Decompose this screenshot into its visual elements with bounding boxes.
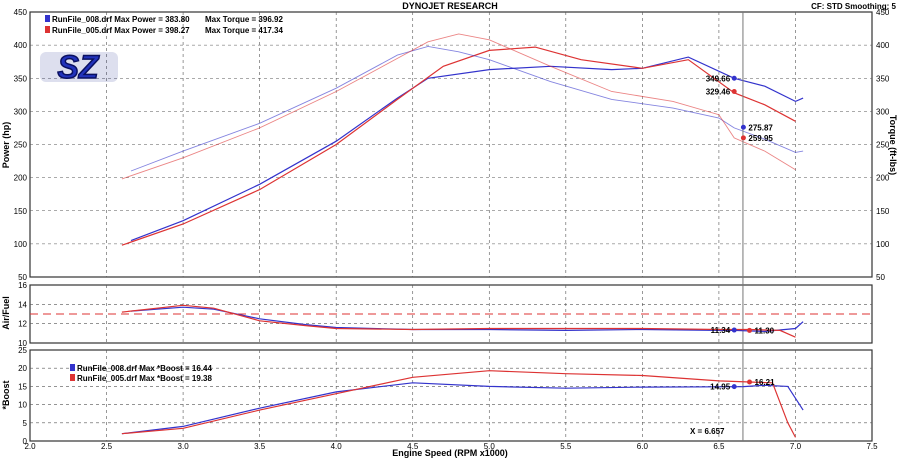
boost-legend-run008: RunFile_008.drf Max *Boost = 16.44 xyxy=(77,364,212,373)
power-marker-dot xyxy=(731,89,737,94)
power-ytick-label: 250 xyxy=(14,141,28,150)
series-line-runfile-005-drf-airfuel xyxy=(121,304,796,338)
boost-ytick-label: 20 xyxy=(18,364,27,373)
top-legend: RunFile_008.drf Max Power = 383.80 Max T… xyxy=(45,15,283,35)
power-ytick-label: 350 xyxy=(14,74,28,83)
sz-logo: SZ xyxy=(40,48,118,86)
airfuel-ytick-label: 10 xyxy=(18,339,27,348)
chart-title: DYNOJET RESEARCH xyxy=(402,1,498,11)
boost-axis-label: *Boost xyxy=(1,380,11,409)
power-ytick-label: 100 xyxy=(14,240,28,249)
x-tick-label: 6.5 xyxy=(713,442,725,451)
boost-marker-label: 14.95 xyxy=(710,383,731,392)
x-tick-label: 4.0 xyxy=(331,442,343,451)
boost-legend-swatch-run008 xyxy=(70,364,75,371)
legend-run005-torque: Max Torque = 417.34 xyxy=(205,26,283,35)
boost-legend: RunFile_008.drf Max *Boost = 16.44 RunFi… xyxy=(70,364,212,383)
legend-swatch-run005 xyxy=(45,26,50,33)
power-ytick-label: 150 xyxy=(14,207,28,216)
sz-logo-text: SZ xyxy=(58,49,100,85)
airfuel-marker-label: 11.30 xyxy=(755,326,775,335)
x-tick-label: 5.0 xyxy=(484,442,496,451)
power-y2tick-label: 400 xyxy=(876,41,890,50)
airfuel-marker-dot xyxy=(731,327,737,333)
power-y2tick-label: 450 xyxy=(876,8,890,17)
x-tick-label: 2.5 xyxy=(101,442,113,451)
boost-panel-frame xyxy=(29,349,873,442)
power-marker-dot xyxy=(740,135,746,141)
series-line-runfile-005-drf-torque xyxy=(121,33,796,180)
boost-marker-dot xyxy=(747,379,753,385)
airfuel-marker-dot xyxy=(747,327,753,333)
power-ytick-label: 300 xyxy=(14,107,28,116)
boost-legend-run005: RunFile_005.drf Max *Boost = 19.38 xyxy=(77,374,212,383)
series-line-runfile-005-drf-power xyxy=(121,46,796,246)
x-tick-label: 7.0 xyxy=(790,442,802,451)
power-y2tick-label: 250 xyxy=(876,141,890,150)
airfuel-ytick-label: 16 xyxy=(18,281,27,290)
airfuel-ytick-label: 14 xyxy=(18,300,27,309)
boost-ytick-label: 25 xyxy=(18,346,27,355)
series-line-runfile-008-drf-torque xyxy=(130,45,804,172)
boost-legend-swatch-run005 xyxy=(70,374,75,381)
legend-swatch-run008 xyxy=(45,15,50,22)
x-tick-label: 7.5 xyxy=(866,442,878,451)
airfuel-ytick-label: 12 xyxy=(18,320,27,329)
power-marker-dot xyxy=(740,124,746,130)
power-ytick-label: 400 xyxy=(14,41,28,50)
cf-smoothing-label: CF: STD Smoothing: 5 xyxy=(811,2,896,11)
boost-ytick-label: 5 xyxy=(23,419,28,428)
airfuel-axis-label: Air/Fuel xyxy=(1,296,11,330)
power-y2tick-label: 350 xyxy=(876,74,890,83)
legend-run008-torque: Max Torque = 396.92 xyxy=(205,15,283,24)
legend-run008-power: RunFile_008.drf Max Power = 383.80 xyxy=(52,15,190,24)
x-tick-label: 3.5 xyxy=(254,442,266,451)
boost-ytick-label: 0 xyxy=(23,437,28,446)
power-marker-label: 349.66 xyxy=(706,74,731,83)
power-ytick-label: 50 xyxy=(18,273,27,282)
power-marker-dot xyxy=(731,75,737,81)
boost-ytick-label: 10 xyxy=(18,401,27,410)
series-line-runfile-005-drf-boost xyxy=(121,370,797,438)
torque-axis-label: Torque (ft-lbs) xyxy=(888,115,898,175)
power-y2tick-label: 150 xyxy=(876,207,890,216)
cursor-readout: X = 6.657 xyxy=(690,427,725,436)
power-marker-label: 329.46 xyxy=(706,88,731,97)
boost-marker-dot xyxy=(731,384,737,390)
x-tick-label: 4.5 xyxy=(407,442,419,451)
x-tick-label: 2.0 xyxy=(24,442,36,451)
x-tick-label: 3.0 xyxy=(178,442,190,451)
power-ytick-label: 450 xyxy=(14,8,28,17)
series-line-runfile-008-drf-boost xyxy=(121,382,804,435)
x-tick-label: 5.5 xyxy=(560,442,572,451)
power-y2tick-label: 100 xyxy=(876,240,890,249)
boost-marker-label: 16.21 xyxy=(755,378,776,387)
boost-ytick-label: 15 xyxy=(18,382,27,391)
x-tick-label: 6.0 xyxy=(637,442,649,451)
power-ytick-label: 200 xyxy=(14,174,28,183)
power-y2tick-label: 50 xyxy=(876,273,885,282)
power-y2tick-label: 300 xyxy=(876,107,890,116)
power-y2tick-label: 200 xyxy=(876,174,890,183)
x-axis-label: Engine Speed (RPM x1000) xyxy=(392,448,508,458)
power-axis-label: Power (hp) xyxy=(1,122,11,169)
legend-run005-power: RunFile_005.drf Max Power = 398.27 xyxy=(52,26,190,35)
power-marker-label: 275.87 xyxy=(748,123,773,132)
airfuel-marker-label: 11.34 xyxy=(711,326,731,335)
power-marker-label: 259.95 xyxy=(748,134,773,143)
